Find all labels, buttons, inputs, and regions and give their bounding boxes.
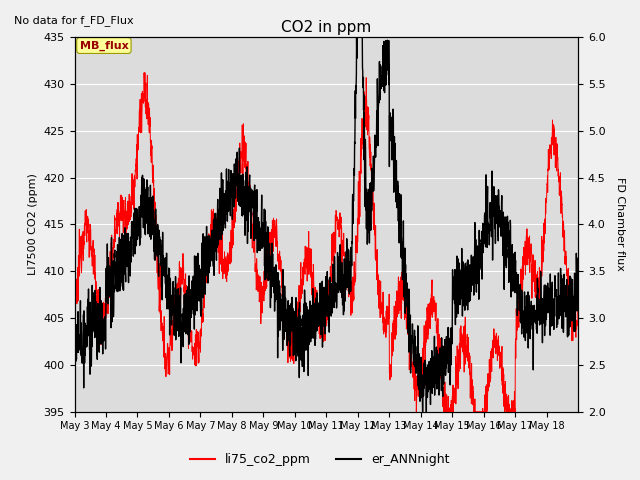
Y-axis label: FD Chamber flux: FD Chamber flux — [615, 178, 625, 271]
Y-axis label: LI7500 CO2 (ppm): LI7500 CO2 (ppm) — [28, 173, 38, 276]
Legend: li75_co2_ppm, er_ANNnight: li75_co2_ppm, er_ANNnight — [186, 448, 454, 471]
Text: No data for f_FD_Flux: No data for f_FD_Flux — [14, 15, 134, 25]
Title: CO2 in ppm: CO2 in ppm — [281, 20, 371, 35]
Text: MB_flux: MB_flux — [79, 40, 128, 51]
